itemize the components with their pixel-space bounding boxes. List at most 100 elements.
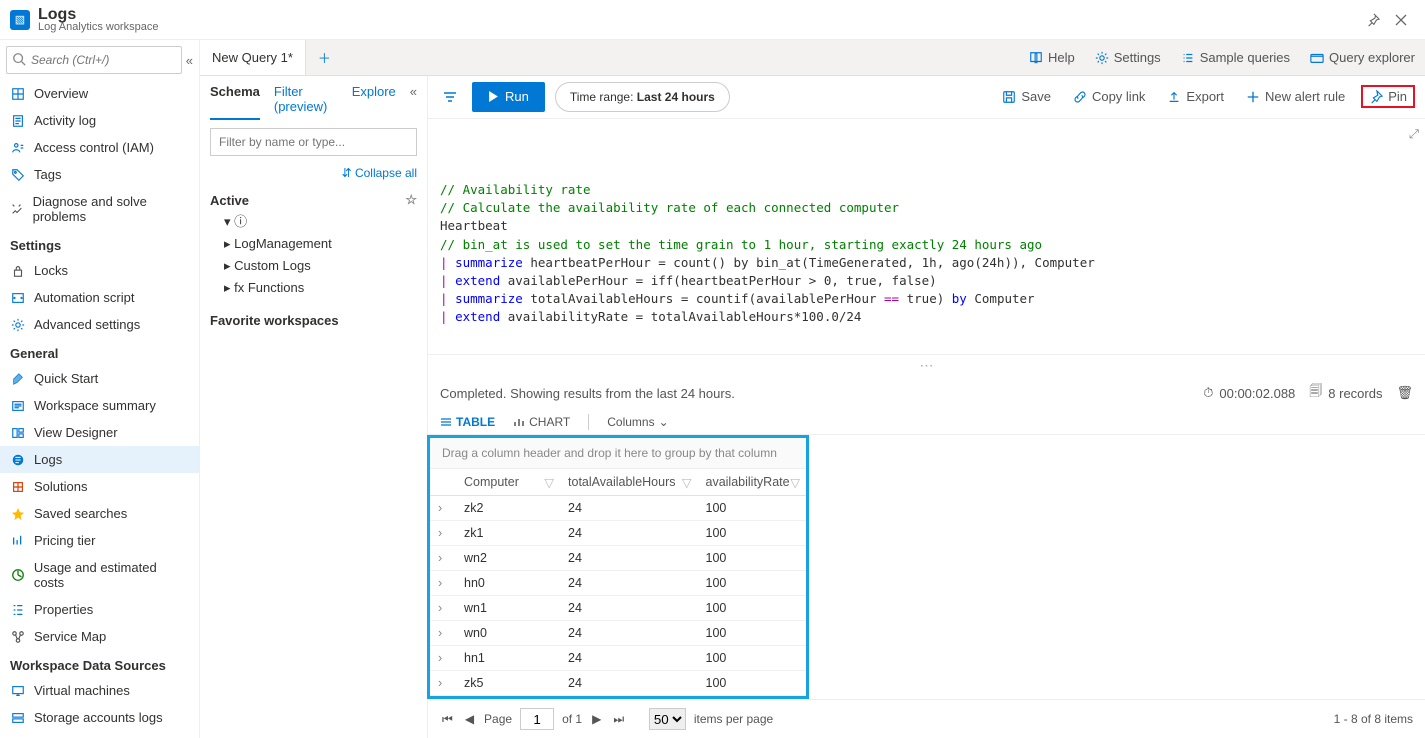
nav-item-diagnose-and-solve-problems[interactable]: Diagnose and solve problems bbox=[0, 188, 199, 230]
nav-item-locks[interactable]: Locks bbox=[0, 257, 199, 284]
pager-prev-icon[interactable]: ◀ bbox=[463, 712, 476, 726]
quickstart-icon bbox=[10, 372, 26, 386]
delete-results-icon[interactable]: 🗑 bbox=[1396, 385, 1413, 401]
schema-active-label: Active bbox=[210, 193, 249, 208]
pager-last-icon[interactable]: ⏭ bbox=[611, 712, 626, 727]
new-alert-rule-button[interactable]: New alert rule bbox=[1240, 89, 1351, 104]
pin-button[interactable]: Pin bbox=[1361, 85, 1415, 108]
nav-item-logs[interactable]: Logs bbox=[0, 446, 199, 473]
filter-funnel-icon[interactable]: ▽ bbox=[544, 475, 554, 490]
schema-workspace-node[interactable]: ▾ ⓘ bbox=[210, 208, 417, 233]
nav-item-overview[interactable]: Overview bbox=[0, 80, 199, 107]
run-button[interactable]: Run bbox=[472, 82, 545, 112]
nav-item-access-control-iam-[interactable]: Access control (IAM) bbox=[0, 134, 199, 161]
nav-item-service-map[interactable]: Service Map bbox=[0, 623, 199, 650]
table-row[interactable]: ›wn224100 bbox=[430, 546, 806, 571]
copy-link-button[interactable]: Copy link bbox=[1067, 89, 1151, 104]
row-expand-icon[interactable]: › bbox=[438, 501, 448, 515]
export-button[interactable]: Export bbox=[1161, 89, 1230, 104]
row-expand-icon[interactable]: › bbox=[438, 601, 448, 615]
query-tab-label: New Query 1* bbox=[212, 50, 293, 65]
table-row[interactable]: ›zk524100 bbox=[430, 671, 806, 696]
close-blade-icon[interactable] bbox=[1387, 6, 1415, 34]
nav-item-properties[interactable]: Properties bbox=[0, 596, 199, 623]
folder-icon bbox=[1310, 51, 1324, 65]
results-header: Completed. Showing results from the last… bbox=[428, 376, 1425, 410]
nav-item-storage-accounts-logs[interactable]: Storage accounts logs bbox=[0, 704, 199, 731]
pager-next-icon[interactable]: ▶ bbox=[590, 712, 603, 726]
title-bar: ▧ Logs Log Analytics workspace bbox=[0, 0, 1425, 40]
filter-tab[interactable]: Filter (preview) bbox=[274, 84, 338, 120]
toolbar-filter-icon[interactable] bbox=[438, 89, 462, 105]
row-expand-icon[interactable]: › bbox=[438, 651, 448, 665]
filter-funnel-icon[interactable]: ▽ bbox=[790, 475, 800, 490]
add-tab-button[interactable]: ＋ bbox=[306, 40, 343, 75]
table-row[interactable]: ›hn124100 bbox=[430, 646, 806, 671]
nav-item-usage-and-estimated-costs[interactable]: Usage and estimated costs bbox=[0, 554, 199, 596]
gear-icon bbox=[1095, 51, 1109, 65]
sample-queries-button[interactable]: Sample queries bbox=[1171, 40, 1300, 75]
table-row[interactable]: ›hn024100 bbox=[430, 571, 806, 596]
column-header[interactable]: Computer▽ bbox=[456, 469, 560, 496]
pager-first-icon[interactable]: ⏮ bbox=[440, 712, 455, 727]
table-row[interactable]: ›zk124100 bbox=[430, 521, 806, 546]
schema-node[interactable]: ▸ Custom Logs bbox=[210, 255, 417, 277]
results-grid-highlight: Drag a column header and drop it here to… bbox=[427, 435, 809, 699]
settings-button[interactable]: Settings bbox=[1085, 40, 1171, 75]
query-tab[interactable]: New Query 1* bbox=[200, 40, 306, 75]
collapse-nav-icon[interactable]: « bbox=[186, 53, 193, 68]
save-button[interactable]: Save bbox=[996, 89, 1057, 104]
schema-tab[interactable]: Schema bbox=[210, 84, 260, 120]
row-expand-icon[interactable]: › bbox=[438, 551, 448, 565]
columns-dropdown[interactable]: Columns ⌄ bbox=[607, 415, 668, 429]
column-header[interactable]: availabilityRate▽ bbox=[698, 469, 807, 496]
usage-icon bbox=[10, 568, 26, 582]
pager-page-input[interactable] bbox=[520, 708, 554, 730]
table-view-button[interactable]: TABLE bbox=[440, 415, 495, 429]
query-explorer-button[interactable]: Query explorer bbox=[1300, 40, 1425, 75]
row-expand-icon[interactable]: › bbox=[438, 526, 448, 540]
nav-item-pricing-tier[interactable]: Pricing tier bbox=[0, 527, 199, 554]
explore-tab[interactable]: Explore bbox=[352, 84, 396, 120]
lock-icon bbox=[10, 264, 26, 278]
collapse-schema-icon[interactable]: « bbox=[410, 84, 417, 120]
chart-view-button[interactable]: CHART bbox=[513, 415, 570, 429]
nav-item-automation-script[interactable]: Automation script bbox=[0, 284, 199, 311]
time-range-selector[interactable]: Time range: Last 24 hours bbox=[555, 82, 730, 112]
table-row[interactable]: ›wn024100 bbox=[430, 621, 806, 646]
schema-node[interactable]: ▸ fx Functions bbox=[210, 277, 417, 299]
table-row[interactable]: ›zk224100 bbox=[430, 496, 806, 521]
expand-editor-icon[interactable]: ⤢ bbox=[1409, 125, 1419, 143]
nav-item-quick-start[interactable]: Quick Start bbox=[0, 365, 199, 392]
nav-item-saved-searches[interactable]: Saved searches bbox=[0, 500, 199, 527]
nav-item-virtual-machines[interactable]: Virtual machines bbox=[0, 677, 199, 704]
pin-blade-icon[interactable] bbox=[1359, 6, 1387, 34]
schema-filter-input[interactable] bbox=[210, 128, 417, 156]
results-status: Completed. Showing results from the last… bbox=[440, 386, 735, 401]
favorite-star-icon[interactable]: ☆ bbox=[405, 192, 417, 208]
logs-icon bbox=[10, 453, 26, 467]
solutions-icon bbox=[10, 480, 26, 494]
table-row[interactable]: ›wn124100 bbox=[430, 596, 806, 621]
nav-item-activity-log[interactable]: Activity log bbox=[0, 107, 199, 134]
nav-item-view-designer[interactable]: View Designer bbox=[0, 419, 199, 446]
query-editor[interactable]: ⤢ // Availability rate// Calculate the a… bbox=[428, 119, 1425, 355]
nav-item-advanced-settings[interactable]: Advanced settings bbox=[0, 311, 199, 338]
row-expand-icon[interactable]: › bbox=[438, 576, 448, 590]
nav-item-workspace-summary[interactable]: Workspace summary bbox=[0, 392, 199, 419]
pager-size-select[interactable]: 50 bbox=[649, 708, 686, 730]
filter-funnel-icon[interactable]: ▽ bbox=[682, 475, 692, 490]
query-tabs-row: New Query 1* ＋ Help Settings Sample quer… bbox=[200, 40, 1425, 76]
nav-item-solutions[interactable]: Solutions bbox=[0, 473, 199, 500]
schema-node[interactable]: ▸ LogManagement bbox=[210, 233, 417, 255]
column-header[interactable]: totalAvailableHours▽ bbox=[560, 469, 697, 496]
row-expand-icon[interactable]: › bbox=[438, 676, 448, 690]
help-button[interactable]: Help bbox=[1019, 40, 1085, 75]
collapse-all-button[interactable]: ⇵ Collapse all bbox=[200, 164, 427, 182]
nav-search-input[interactable] bbox=[6, 46, 182, 74]
nav-item-tags[interactable]: Tags bbox=[0, 161, 199, 188]
row-expand-icon[interactable]: › bbox=[438, 626, 448, 640]
resize-handle[interactable]: ⋯ bbox=[428, 355, 1425, 376]
export-icon bbox=[1167, 90, 1181, 104]
pager-range: 1 - 8 of 8 items bbox=[1334, 712, 1413, 726]
